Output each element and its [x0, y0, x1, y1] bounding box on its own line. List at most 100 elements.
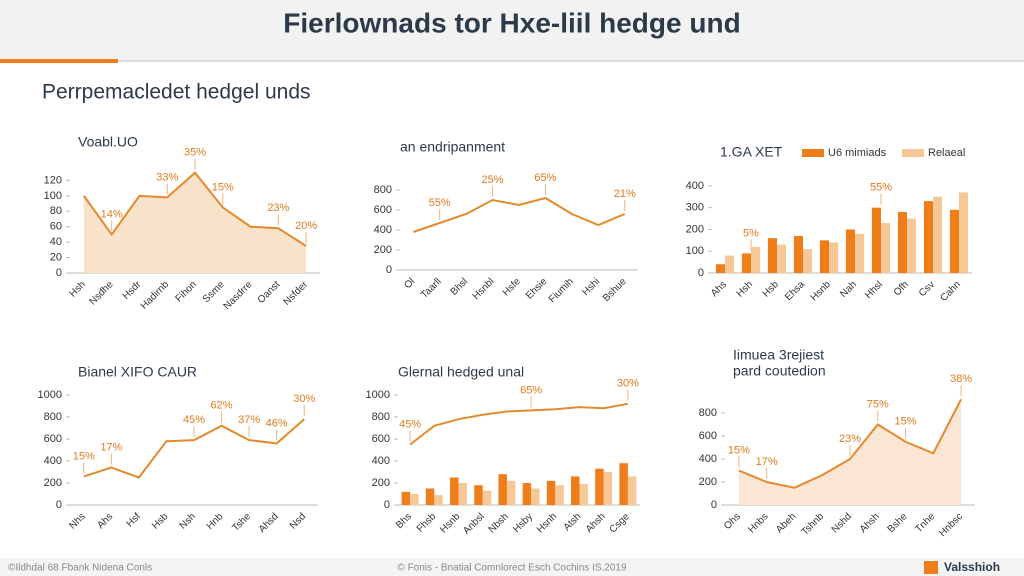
y-tick-label: 600 — [699, 430, 717, 442]
bar — [777, 244, 787, 273]
x-tick-label: Hsb — [761, 279, 782, 300]
bar — [923, 201, 933, 273]
x-tick-label: Nah — [838, 279, 859, 300]
y-tick-label: 40 — [50, 236, 62, 248]
bar — [555, 485, 564, 505]
x-tick-label: Hsnb — [438, 511, 463, 536]
annotation: 55% — [429, 197, 451, 209]
footer-center: © Fonis - Bnatial Comnlorect Esch Cochin… — [397, 563, 627, 574]
brand: Valsshioh — [944, 560, 1000, 574]
header-accent — [0, 59, 118, 63]
y-tick-label: 400 — [699, 453, 717, 465]
x-tick-label: Oanst — [256, 279, 283, 306]
x-tick-label: Tshe — [230, 511, 253, 534]
x-tick-label: Ohs — [722, 511, 743, 532]
y-tick-label: 0 — [56, 267, 62, 279]
legend-label: Relaeal — [928, 147, 965, 159]
footer-left: ©Ildhdal 68 Fbank Nidena Conls — [8, 563, 152, 574]
x-tick-label: Bhs — [394, 511, 414, 531]
header-band — [0, 0, 1024, 60]
x-tick-label: Ahsd — [257, 511, 281, 535]
x-tick-label: Ahs — [709, 279, 729, 299]
annotation: 25% — [482, 174, 504, 186]
annotation: 20% — [295, 220, 317, 232]
x-tick-label: Hsf — [124, 511, 143, 530]
annotation: 23% — [839, 433, 861, 445]
x-tick-label: Nsd — [288, 511, 308, 531]
x-tick-label: Nasdrre — [222, 279, 255, 312]
y-tick-label: 100 — [44, 190, 62, 202]
bar — [425, 488, 435, 505]
x-tick-label: Csge — [608, 511, 633, 536]
y-tick-label: 100 — [686, 245, 704, 257]
x-tick-label: Hsb — [150, 511, 171, 532]
bar — [458, 483, 467, 505]
y-tick-label: 0 — [386, 264, 392, 276]
x-tick-label: Ahs — [95, 511, 115, 531]
chart-title: Iimuea 3rejiest — [733, 347, 824, 363]
annotation: 5% — [743, 227, 759, 239]
x-tick-label: Hsdr — [121, 279, 144, 302]
bar — [531, 488, 540, 505]
y-tick-label: 200 — [686, 223, 704, 235]
annotation: 15% — [895, 416, 917, 428]
y-tick-label: 80 — [50, 205, 62, 217]
y-tick-label: 400 — [686, 180, 704, 192]
bar — [845, 229, 855, 273]
x-tick-label: Ssme — [201, 279, 227, 305]
y-tick-label: 800 — [372, 411, 390, 423]
annotation: 15% — [212, 181, 234, 193]
y-tick-label: 200 — [374, 244, 392, 256]
x-tick-label: Fiumih — [547, 276, 576, 305]
x-tick-label: Bshe — [886, 511, 910, 535]
x-tick-label: Nhs — [67, 511, 87, 531]
annotation: 33% — [156, 171, 178, 183]
line — [409, 402, 629, 446]
annotation: 75% — [867, 398, 889, 410]
chart-title: an endripanment — [400, 139, 505, 155]
chart-title: Voabl.UO — [78, 134, 138, 150]
annotation: 38% — [950, 373, 972, 385]
bar — [751, 246, 761, 273]
x-tick-label: Nsh — [178, 511, 198, 531]
bar — [410, 494, 419, 505]
bar — [474, 485, 483, 505]
x-tick-label: Nbsh — [487, 511, 511, 535]
annotation: 65% — [534, 172, 556, 184]
bar — [767, 238, 777, 273]
chart-subtitle: pard coutedion — [733, 363, 826, 379]
bar — [829, 242, 839, 273]
area — [738, 399, 962, 505]
annotation: 21% — [614, 188, 636, 200]
bar — [897, 212, 907, 273]
bar — [881, 222, 891, 273]
line — [738, 398, 963, 489]
y-tick-label: 1000 — [366, 389, 390, 401]
y-tick-label: 400 — [374, 224, 392, 236]
bar — [506, 480, 516, 505]
line — [412, 196, 626, 233]
bar — [450, 477, 459, 505]
x-tick-label: Hshi — [580, 276, 602, 298]
annotation: 45% — [183, 414, 205, 426]
y-tick-label: 800 — [374, 184, 392, 196]
bar — [959, 192, 969, 273]
x-tick-label: Nsdhe — [87, 279, 116, 308]
annotation: 46% — [266, 417, 288, 429]
y-tick-label: 120 — [44, 174, 62, 186]
y-tick-label: 800 — [699, 407, 717, 419]
chart-title: Bianel XIFO CAUR — [78, 364, 197, 380]
y-tick-label: 0 — [384, 499, 390, 511]
x-tick-label: Cahn — [938, 279, 963, 304]
y-tick-label: 200 — [44, 477, 62, 489]
x-tick-label: Tnhe — [913, 511, 937, 535]
x-tick-label: Ofh — [892, 279, 911, 298]
bar — [498, 474, 507, 505]
annotation: 65% — [520, 384, 542, 396]
line — [83, 418, 305, 479]
y-tick-label: 0 — [698, 267, 704, 279]
y-tick-label: 600 — [374, 204, 392, 216]
area — [83, 172, 307, 273]
bar — [855, 233, 865, 273]
